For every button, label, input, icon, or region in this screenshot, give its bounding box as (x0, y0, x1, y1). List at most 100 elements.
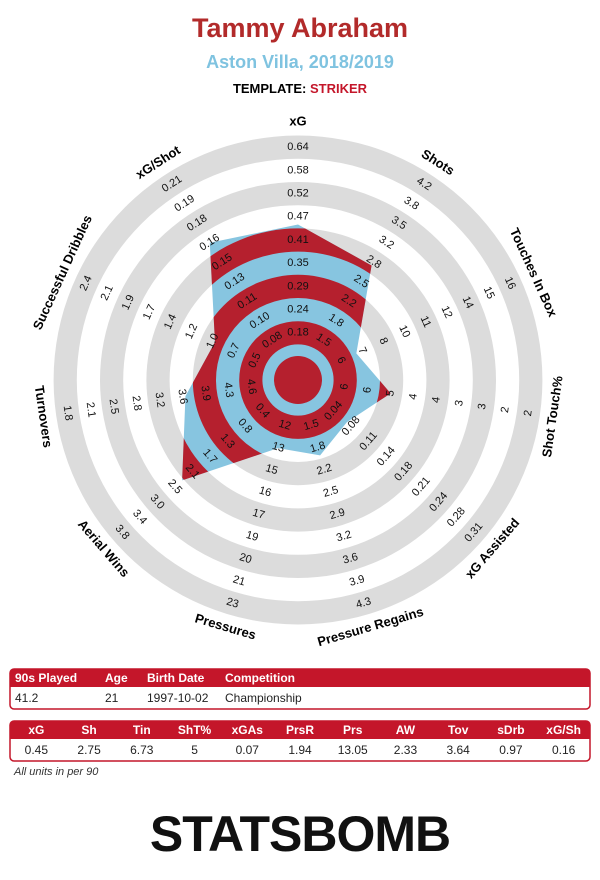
tick-label: 2.4 (78, 274, 95, 293)
info-header: 90s Played (15, 671, 77, 685)
tick-label: 6 (338, 383, 351, 391)
stats-header: xG/Sh (546, 723, 581, 737)
title: Tammy Abraham (192, 13, 408, 43)
stats-header: Prs (343, 723, 363, 737)
subtitle: Aston Villa, 2018/2019 (206, 52, 394, 72)
tick-label: 3.6 (175, 388, 189, 405)
stats-header: PrsR (286, 723, 314, 737)
tick-label: 1.7 (141, 303, 158, 322)
stats-table-header (10, 721, 590, 739)
tick-label: 3 (476, 403, 489, 411)
tick-label: 6 (361, 386, 374, 394)
tick-label: 2.2 (315, 462, 333, 478)
tick-label: 1.8 (61, 405, 75, 422)
info-header: Age (105, 671, 128, 685)
tick-label: 7 (355, 345, 368, 356)
info-cell: 1997-10-02 (147, 691, 209, 705)
tick-label: 1.5 (302, 417, 320, 433)
tick-label: 0.18 (287, 327, 308, 339)
stats-header: Tov (448, 723, 469, 737)
tick-label: 0.7 (225, 341, 242, 360)
stats-cell: 2.75 (77, 743, 101, 757)
tick-label: 3.9 (348, 573, 366, 589)
tick-label: 16 (502, 275, 518, 291)
axis-label: Shot Touch% (539, 374, 566, 458)
stats-header: Sh (81, 723, 96, 737)
tick-label: 3.6 (341, 551, 359, 567)
tick-label: 17 (251, 507, 266, 522)
tick-label: 0.19 (172, 193, 197, 215)
tick-label: 3.2 (152, 391, 166, 408)
tick-label: 5 (384, 389, 397, 397)
tick-label: 0.29 (287, 280, 308, 292)
tick-label: 23 (225, 596, 240, 611)
tick-label: 0.41 (287, 234, 308, 246)
tick-label: 2 (499, 406, 512, 414)
tick-label: 4.3 (221, 382, 235, 399)
tick-label: 3.2 (335, 529, 353, 545)
info-cell: Championship (225, 691, 302, 705)
tick-label: 21 (231, 574, 246, 589)
tick-label: 15 (264, 462, 279, 477)
tick-label: 16 (258, 484, 273, 499)
radar: xG0.180.240.290.350.410.470.520.580.64 Sh… (30, 113, 566, 649)
stats-header: ShT% (178, 723, 212, 737)
stats-header: AW (396, 723, 416, 737)
tick-label: 3.4 (130, 507, 149, 526)
tick-label: 1.0 (204, 332, 221, 351)
tick-label: 1.4 (162, 312, 179, 331)
stats-header: sDrb (497, 723, 524, 737)
tick-label: 0.47 (287, 211, 308, 223)
tick-label: 2.1 (99, 283, 116, 302)
logo: STATSBOMB (150, 806, 450, 862)
stats-cell: 5 (191, 743, 198, 757)
tick-label: 1.2 (183, 322, 200, 341)
tick-label: 3.2 (377, 233, 396, 251)
template-name: STRIKER (310, 81, 368, 96)
stats-cell: 0.16 (552, 743, 576, 757)
info-header: Birth Date (147, 671, 205, 685)
tick-label: 2 (522, 409, 535, 417)
tick-label: 4.6 (244, 378, 258, 395)
info-cell: 21 (105, 691, 119, 705)
tick-label: 0.52 (287, 188, 308, 200)
tick-label: 15 (481, 285, 497, 301)
tick-label: 2.5 (322, 484, 340, 500)
tick-label: 3.8 (402, 194, 421, 212)
info-table-header (10, 669, 590, 687)
tick-label: 2.9 (328, 506, 346, 522)
tick-label: 4.3 (355, 595, 373, 611)
tick-label: 0.24 (287, 304, 308, 316)
tick-label: 12 (439, 304, 455, 320)
tick-label: 14 (460, 294, 476, 310)
tick-label: 1.9 (120, 293, 137, 312)
tick-label: 4 (407, 393, 420, 401)
tick-label: 8 (376, 336, 389, 347)
tick-label: 10 (396, 323, 412, 339)
tick-label: 19 (244, 529, 259, 544)
stats-header: xG (28, 723, 44, 737)
stats-cell: 13.05 (338, 743, 368, 757)
ring (239, 321, 357, 439)
center (274, 356, 322, 404)
tick-label: 2.1 (84, 401, 98, 418)
info-header: Competition (225, 671, 295, 685)
stats-cell: 2.33 (394, 743, 418, 757)
tick-label: 3.9 (198, 385, 212, 402)
tick-label: 20 (238, 551, 253, 566)
stats-header: xGAs (232, 723, 264, 737)
tick-label: 0.58 (287, 164, 308, 176)
tick-label: 3 (453, 399, 466, 407)
info-cell: 41.2 (15, 691, 39, 705)
ring-overlay (182, 224, 391, 481)
tick-label: 13 (271, 440, 286, 455)
stats-cell: 3.64 (447, 743, 471, 757)
tick-label: 0.5 (246, 351, 263, 370)
footnote: All units in per 90 (13, 766, 99, 778)
tick-label: 1.8 (309, 440, 327, 456)
tick-label: 2.5 (107, 398, 121, 415)
tick-label: 2.8 (130, 395, 144, 412)
tick-label: 11 (418, 314, 434, 329)
stats-cell: 6.73 (130, 743, 154, 757)
template-label: TEMPLATE: (233, 81, 306, 96)
